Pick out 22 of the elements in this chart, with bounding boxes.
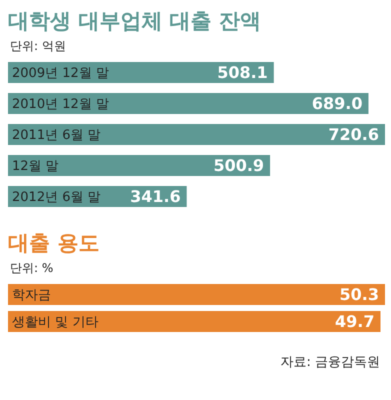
y-tick-label: 2009년 12월 말 [12,66,109,81]
y-tick-label: 학자금 [12,288,51,303]
data-label: 500.9 [213,156,264,175]
y-tick-label: 2011년 6월 말 [12,128,101,143]
bar [8,93,368,114]
y-tick-label: 2010년 12월 말 [12,97,109,112]
data-label: 689.0 [312,94,362,113]
chart-title: 대출 용도 [8,231,100,255]
data-label: 508.1 [217,63,268,82]
data-label: 50.3 [340,285,379,304]
data-label: 341.6 [130,187,181,206]
y-tick-label: 생활비 및 기타 [12,315,98,330]
chart-subtitle: 단위: 억원 [10,39,66,53]
text: 자료: 금융감독원 [280,355,380,370]
data-label: 720.6 [328,125,379,144]
bar [8,155,270,176]
bar [8,124,385,145]
chart-subtitle: 단위: % [10,261,54,275]
y-tick-label: 12월 말 [12,159,59,174]
y-tick-label: 2012년 6월 말 [12,190,101,205]
data-label: 49.7 [335,312,375,331]
chart-title: 대학생 대부업체 대출 잔액 [8,9,261,33]
